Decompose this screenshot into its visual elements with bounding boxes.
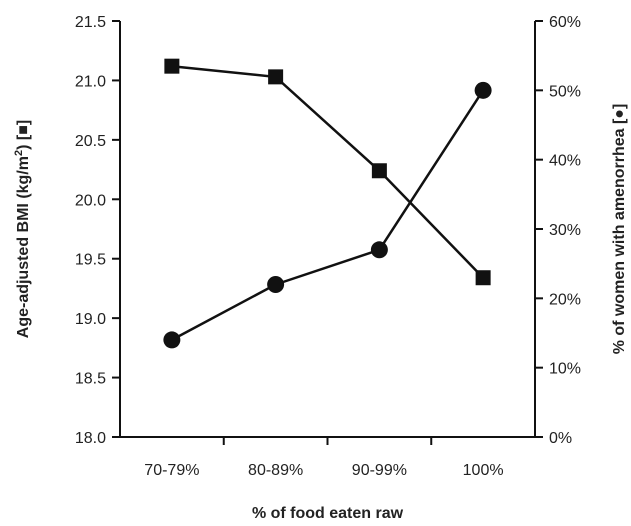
right-y-tick-label: 30% [549, 222, 581, 239]
amenorrhea-series-line [171, 89, 485, 342]
x-tick-label: 70-79% [144, 462, 199, 479]
right-y-title-prefix: % of women with amenorrhea [ [611, 118, 628, 354]
right-y-tick-label: 40% [549, 153, 581, 170]
right-y-tick-label: 50% [549, 83, 581, 100]
x-tick-label: 90-99% [352, 462, 407, 479]
left-y-title-close: ] [15, 120, 32, 125]
bmi-square-marker [371, 163, 387, 179]
x-tick-label: 80-89% [248, 462, 303, 479]
left-y-axis-title: Age-adjusted BMI (kg/m2) [■] [13, 120, 32, 338]
right-y-tick-label: 60% [549, 14, 581, 31]
left-y-tick-label: 20.5 [75, 133, 106, 150]
right-y-axis-title: % of women with amenorrhea [●] [611, 104, 628, 355]
left-y-tick-label: 20.0 [75, 192, 106, 209]
bmi-square-marker [475, 270, 491, 286]
x-axis-title: % of food eaten raw [252, 505, 404, 522]
left-y-title-prefix: Age-adjusted BMI (kg/m [15, 156, 32, 338]
amenorrhea-circle-marker [474, 81, 492, 99]
ticks: 18.0 18.5 19.0 19.5 20.0 20.5 21.0 21.5 0% 10% 20%… [75, 14, 581, 479]
amenorrhea-circle-marker [163, 331, 181, 349]
left-y-tick-label: 21.5 [75, 14, 106, 31]
left-y-tick-label: 18.5 [75, 371, 106, 388]
left-y-title-suffix: ) [ [15, 134, 32, 150]
bmi-square-marker [268, 69, 284, 85]
right-y-title-close: ] [611, 104, 628, 109]
left-y-tick-label: 18.0 [75, 430, 106, 447]
amenorrhea-circle-marker [267, 275, 285, 293]
right-y-tick-label: 0% [549, 430, 572, 447]
left-y-tick-label: 19.0 [75, 311, 106, 328]
bmi-series-line [171, 64, 484, 279]
circle-marker-icon: ● [611, 109, 628, 119]
left-y-title-superscript: 2 [13, 150, 25, 156]
series [163, 58, 492, 349]
left-y-tick-label: 19.5 [75, 252, 106, 269]
x-tick-label: 100% [463, 462, 504, 479]
left-y-tick-label: 21.0 [75, 73, 106, 90]
axes [119, 21, 536, 438]
right-y-tick-label: 20% [549, 291, 581, 308]
right-y-tick-label: 10% [549, 361, 581, 378]
bmi-square-marker [164, 58, 180, 74]
square-marker-icon: ■ [15, 125, 32, 135]
amenorrhea-circle-marker [370, 241, 388, 259]
